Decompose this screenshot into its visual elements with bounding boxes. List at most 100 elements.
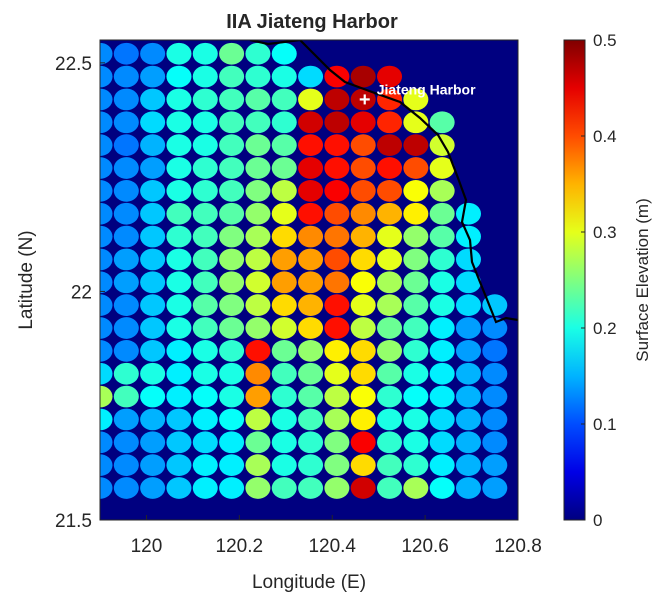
data-point <box>271 248 297 271</box>
data-point <box>377 111 403 134</box>
data-point <box>298 88 324 111</box>
data-point <box>271 294 297 316</box>
data-point <box>219 157 245 179</box>
data-point <box>192 42 218 65</box>
colorbar <box>563 39 586 521</box>
x-tick-label: 120.2 <box>216 536 264 557</box>
data-point <box>245 271 271 294</box>
data-point <box>377 65 403 88</box>
y-tick-label: 22 <box>71 282 92 303</box>
data-point <box>166 271 192 294</box>
data-point <box>455 408 481 431</box>
data-point <box>350 340 376 362</box>
data-point <box>140 65 166 88</box>
data-point <box>271 65 297 88</box>
data-point <box>166 42 192 65</box>
data-point <box>298 431 324 454</box>
data-point <box>324 362 350 385</box>
data-point <box>324 180 350 202</box>
data-point <box>455 294 481 316</box>
data-point <box>429 271 455 294</box>
data-point <box>245 111 271 134</box>
data-point <box>271 362 297 385</box>
data-point <box>298 477 324 499</box>
data-point <box>403 431 429 454</box>
data-point <box>403 340 429 362</box>
data-point <box>377 385 403 408</box>
data-point <box>113 431 139 454</box>
data-point <box>350 362 376 385</box>
data-point <box>166 431 192 454</box>
data-point <box>192 477 218 499</box>
data-point <box>192 385 218 408</box>
data-point <box>403 408 429 431</box>
data-point <box>140 385 166 408</box>
data-point <box>350 180 376 202</box>
data-point <box>482 477 508 499</box>
data-point <box>403 317 429 339</box>
data-point <box>219 385 245 408</box>
data-point <box>192 408 218 431</box>
data-point <box>298 65 324 88</box>
data-point <box>403 477 429 499</box>
data-point <box>350 248 376 271</box>
data-point <box>455 362 481 385</box>
data-point <box>166 134 192 156</box>
data-point <box>324 340 350 362</box>
data-point <box>113 225 139 248</box>
data-point <box>377 431 403 454</box>
data-point <box>219 431 245 454</box>
data-point <box>271 454 297 476</box>
data-point <box>100 88 113 111</box>
data-point <box>455 477 481 499</box>
data-point <box>140 362 166 385</box>
data-point <box>455 454 481 476</box>
data-point <box>298 134 324 156</box>
data-point <box>298 294 324 316</box>
data-point <box>166 202 192 225</box>
data-point <box>219 477 245 499</box>
data-point <box>219 180 245 202</box>
data-point <box>482 408 508 431</box>
data-point <box>140 340 166 362</box>
data-point <box>140 180 166 202</box>
data-point <box>324 477 350 499</box>
data-point <box>324 431 350 454</box>
data-point <box>324 202 350 225</box>
data-point <box>455 317 481 339</box>
data-point <box>403 385 429 408</box>
data-point <box>219 134 245 156</box>
data-point <box>245 431 271 454</box>
data-point <box>324 225 350 248</box>
data-point <box>350 454 376 476</box>
data-point <box>429 248 455 271</box>
data-point <box>429 180 455 202</box>
data-point <box>100 180 113 202</box>
data-point <box>166 385 192 408</box>
data-point <box>350 157 376 179</box>
data-point <box>324 454 350 476</box>
data-point <box>429 385 455 408</box>
y-axis-ticks: 21.5 22 22.5 <box>55 54 105 532</box>
data-point <box>324 88 350 111</box>
data-point <box>192 317 218 339</box>
data-point <box>192 431 218 454</box>
data-point <box>429 431 455 454</box>
data-point <box>403 202 429 225</box>
data-point <box>403 294 429 316</box>
data-point <box>245 248 271 271</box>
data-point <box>298 180 324 202</box>
data-point <box>271 111 297 134</box>
data-point <box>429 362 455 385</box>
data-point <box>482 294 508 316</box>
data-point <box>219 225 245 248</box>
data-point <box>192 65 218 88</box>
data-point <box>324 111 350 134</box>
data-point <box>166 65 192 88</box>
data-point <box>219 111 245 134</box>
data-point <box>140 477 166 499</box>
data-point <box>166 157 192 179</box>
data-point <box>271 385 297 408</box>
data-point <box>113 65 139 88</box>
data-point <box>350 111 376 134</box>
